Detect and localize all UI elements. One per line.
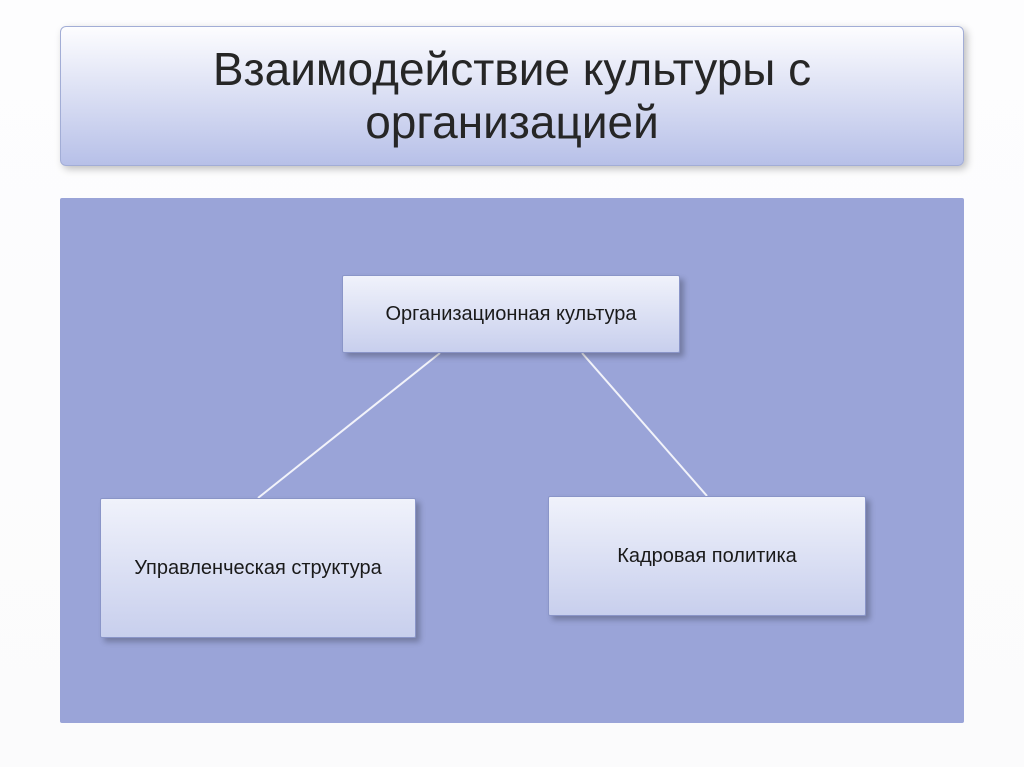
edge-root-left [258,353,440,498]
node-root-label: Организационная культура [372,301,651,327]
edge-root-right [582,353,707,496]
node-right: Кадровая политика [548,496,866,616]
node-root: Организационная культура [342,275,680,353]
slide: Взаимодействие культуры с организацией О… [0,0,1024,767]
node-left: Управленческая структура [100,498,416,638]
node-right-label: Кадровая политика [603,543,811,569]
diagram-edges [0,0,1024,767]
node-left-label: Управленческая структура [120,555,396,581]
